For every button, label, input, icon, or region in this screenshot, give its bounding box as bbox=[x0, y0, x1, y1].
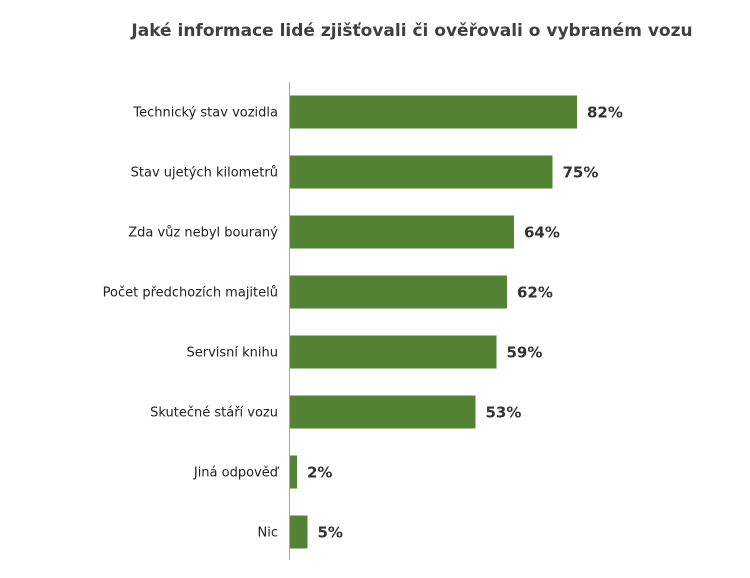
bars-group: Technický stav vozidla 82% Stav ujetých ki… bbox=[103, 95, 623, 549]
value-label: 64% bbox=[524, 224, 560, 242]
value-label: 62% bbox=[517, 284, 553, 302]
category-label: Nic bbox=[258, 526, 278, 541]
category-label: Jiná odpověď bbox=[193, 466, 280, 481]
value-label: 59% bbox=[507, 344, 543, 362]
category-label: Stav ujetých kilometrů bbox=[131, 166, 278, 181]
value-label: 82% bbox=[587, 104, 623, 122]
bar bbox=[290, 515, 308, 549]
bar bbox=[290, 395, 476, 429]
bar bbox=[290, 215, 514, 249]
bar bbox=[290, 455, 297, 489]
bar bbox=[290, 155, 553, 189]
bar bbox=[290, 335, 497, 369]
bar bbox=[290, 95, 577, 129]
value-label: 5% bbox=[318, 524, 343, 542]
category-label: Servisní knihu bbox=[186, 346, 278, 361]
bar bbox=[290, 275, 507, 309]
category-label: Počet předchozích majitelů bbox=[103, 286, 278, 301]
chart-title: Jaké informace lidé zjišťovali či ověřov… bbox=[130, 21, 692, 41]
value-label: 2% bbox=[307, 464, 332, 482]
category-label: Zda vůz nebyl bouraný bbox=[128, 226, 278, 241]
category-label: Technický stav vozidla bbox=[132, 106, 278, 121]
value-label: 53% bbox=[486, 404, 522, 422]
category-label: Skutečné stáří vozu bbox=[150, 406, 278, 421]
value-label: 75% bbox=[563, 164, 599, 182]
